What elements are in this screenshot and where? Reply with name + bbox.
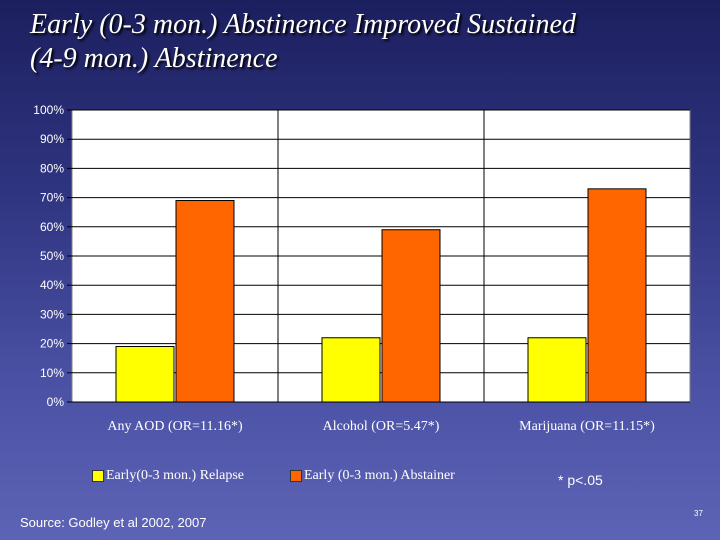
y-tick-label: 60% xyxy=(40,220,64,234)
y-tick-label: 10% xyxy=(40,366,64,380)
y-tick-label: 40% xyxy=(40,278,64,292)
bar xyxy=(175,200,235,403)
legend-label-abstainer: Early (0-3 mon.) Abstainer xyxy=(304,468,455,483)
y-tick-label: 30% xyxy=(40,307,64,321)
y-tick-label: 80% xyxy=(40,161,64,175)
source-citation: Source: Godley et al 2002, 2007 xyxy=(20,515,207,530)
bar xyxy=(321,337,381,403)
y-tick-label: 100% xyxy=(33,103,64,117)
data-label: 73% xyxy=(606,170,632,185)
bar xyxy=(115,346,175,403)
legend-item-abstainer: Early (0-3 mon.) Abstainer xyxy=(290,468,455,484)
data-label: 19% xyxy=(114,328,140,343)
bar xyxy=(587,188,647,403)
data-label: 69% xyxy=(194,182,220,197)
y-tick-label: 0% xyxy=(47,395,65,409)
significance-note: * p<.05 xyxy=(558,472,603,488)
slide-title: Early (0-3 mon.) Abstinence Improved Sus… xyxy=(30,8,710,76)
legend-swatch-abstainer xyxy=(290,470,302,482)
legend-label-relapse: Early(0-3 mon.) Relapse xyxy=(106,468,245,483)
x-tick-label: Marijuana (OR=11.15*) xyxy=(519,419,655,434)
bar xyxy=(527,337,587,403)
y-tick-label: 20% xyxy=(40,337,64,351)
y-tick-label: 70% xyxy=(40,191,64,205)
legend-item-relapse: Early(0-3 mon.) Relapse xyxy=(92,468,244,484)
legend-swatch-relapse xyxy=(92,470,104,482)
data-label: 22% xyxy=(320,319,346,334)
y-tick-label: 50% xyxy=(40,249,64,263)
data-label: 59% xyxy=(400,211,426,226)
title-line-1: Early (0-3 mon.) Abstinence Improved Sus… xyxy=(30,9,576,40)
title-line-2: (4-9 mon.) Abstinence xyxy=(30,43,278,74)
y-tick-label: 90% xyxy=(40,132,64,146)
data-label: 22% xyxy=(526,319,552,334)
x-tick-label: Alcohol (OR=5.47*) xyxy=(323,419,440,434)
x-tick-label: Any AOD (OR=11.16*) xyxy=(107,419,243,434)
bar xyxy=(381,229,441,403)
slide-number: 37 xyxy=(694,509,703,518)
